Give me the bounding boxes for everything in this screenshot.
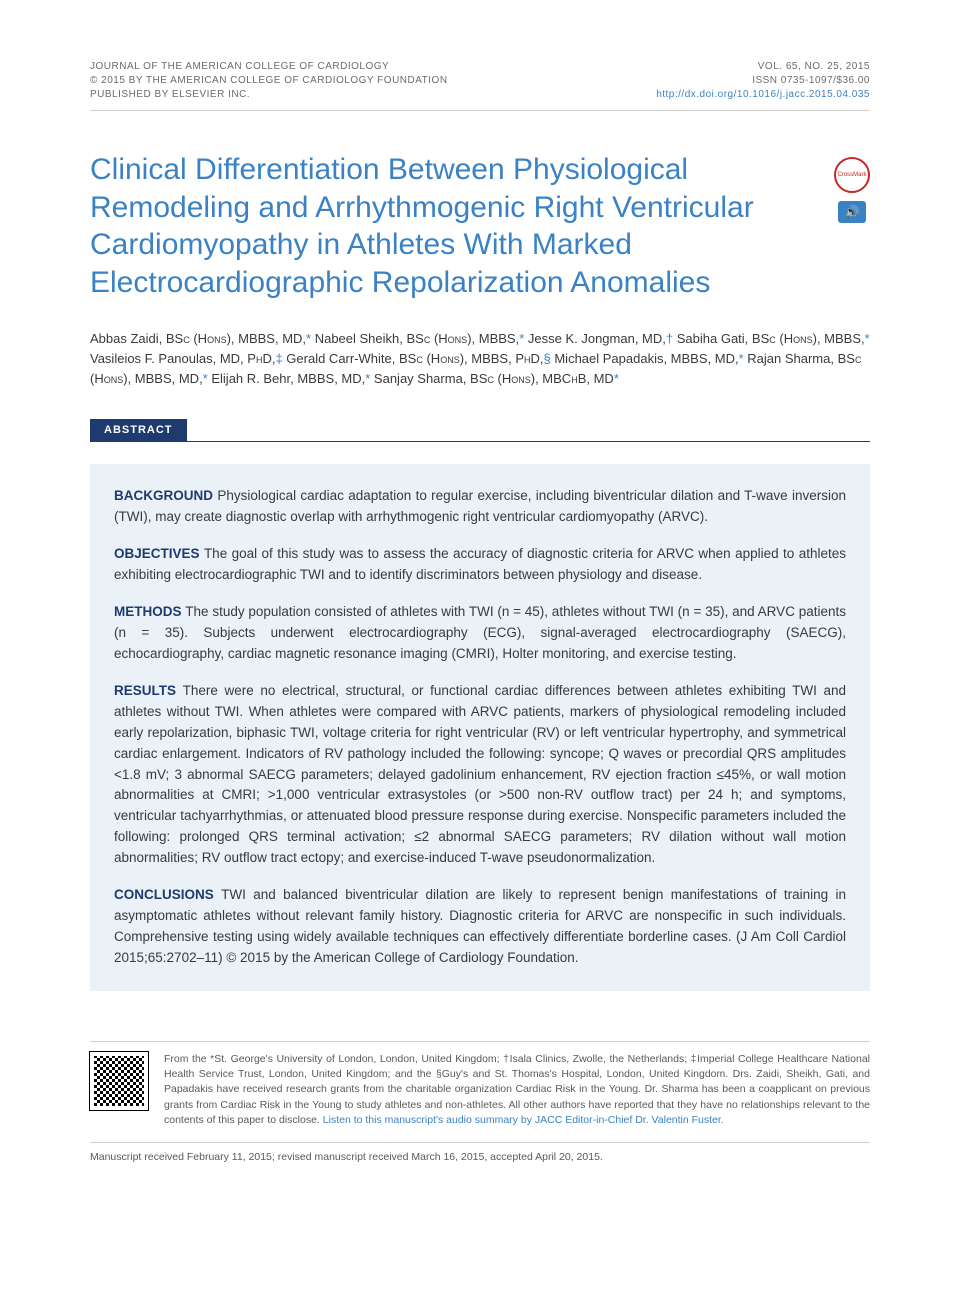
audio-icon[interactable]: 🔊 — [838, 201, 866, 223]
results-label: RESULTS — [114, 683, 183, 698]
abstract-background: BACKGROUND Physiological cardiac adaptat… — [114, 486, 846, 528]
volume-issue: VOL. 65, NO. 25, 2015 — [656, 60, 870, 74]
badge-column: CrossMark 🔊 — [834, 151, 870, 223]
abstract-box: BACKGROUND Physiological cardiac adaptat… — [90, 464, 870, 990]
journal-info-right: VOL. 65, NO. 25, 2015 ISSN 0735-1097/$36… — [656, 60, 870, 102]
journal-info-left: JOURNAL OF THE AMERICAN COLLEGE OF CARDI… — [90, 60, 448, 102]
audio-summary-link[interactable]: Listen to this manuscript's audio summar… — [323, 1114, 724, 1126]
abstract-header: ABSTRACT — [90, 419, 870, 442]
objectives-label: OBJECTIVES — [114, 546, 204, 561]
results-text: There were no electrical, structural, or… — [114, 683, 846, 865]
publisher-line: PUBLISHED BY ELSEVIER INC. — [90, 88, 448, 102]
conclusions-label: CONCLUSIONS — [114, 887, 221, 902]
audio-glyph: 🔊 — [845, 205, 860, 219]
abstract-rule — [90, 441, 870, 442]
crossmark-label: CrossMark — [837, 172, 866, 178]
manuscript-dates: Manuscript received February 11, 2015; r… — [90, 1142, 870, 1163]
doi-link[interactable]: http://dx.doi.org/10.1016/j.jacc.2015.04… — [656, 88, 870, 102]
qr-code-icon[interactable] — [90, 1052, 148, 1110]
title-block: Clinical Differentiation Between Physiol… — [90, 151, 870, 301]
methods-text: The study population consisted of athlet… — [114, 604, 846, 661]
abstract-methods: METHODS The study population consisted o… — [114, 602, 846, 665]
conclusions-text: TWI and balanced biventricular dilation … — [114, 887, 846, 965]
journal-name: JOURNAL OF THE AMERICAN COLLEGE OF CARDI… — [90, 60, 448, 74]
methods-label: METHODS — [114, 604, 185, 619]
copyright-line: © 2015 BY THE AMERICAN COLLEGE OF CARDIO… — [90, 74, 448, 88]
footer-block: From the *St. George's University of Lon… — [90, 1052, 870, 1128]
journal-header: JOURNAL OF THE AMERICAN COLLEGE OF CARDI… — [90, 60, 870, 111]
abstract-conclusions: CONCLUSIONS TWI and balanced biventricul… — [114, 885, 846, 969]
issn-price: ISSN 0735-1097/$36.00 — [656, 74, 870, 88]
background-text: Physiological cardiac adaptation to regu… — [114, 488, 846, 524]
footer-rule — [90, 1041, 870, 1042]
background-label: BACKGROUND — [114, 488, 217, 503]
abstract-results: RESULTS There were no electrical, struct… — [114, 681, 846, 869]
article-title: Clinical Differentiation Between Physiol… — [90, 151, 834, 301]
abstract-objectives: OBJECTIVES The goal of this study was to… — [114, 544, 846, 586]
objectives-text: The goal of this study was to assess the… — [114, 546, 846, 582]
crossmark-icon[interactable]: CrossMark — [834, 157, 870, 193]
abstract-label: ABSTRACT — [90, 419, 187, 441]
author-list: Abbas Zaidi, BSc (Hons), MBBS, MD,* Nabe… — [90, 329, 870, 389]
affiliations-text: From the *St. George's University of Lon… — [164, 1052, 870, 1128]
